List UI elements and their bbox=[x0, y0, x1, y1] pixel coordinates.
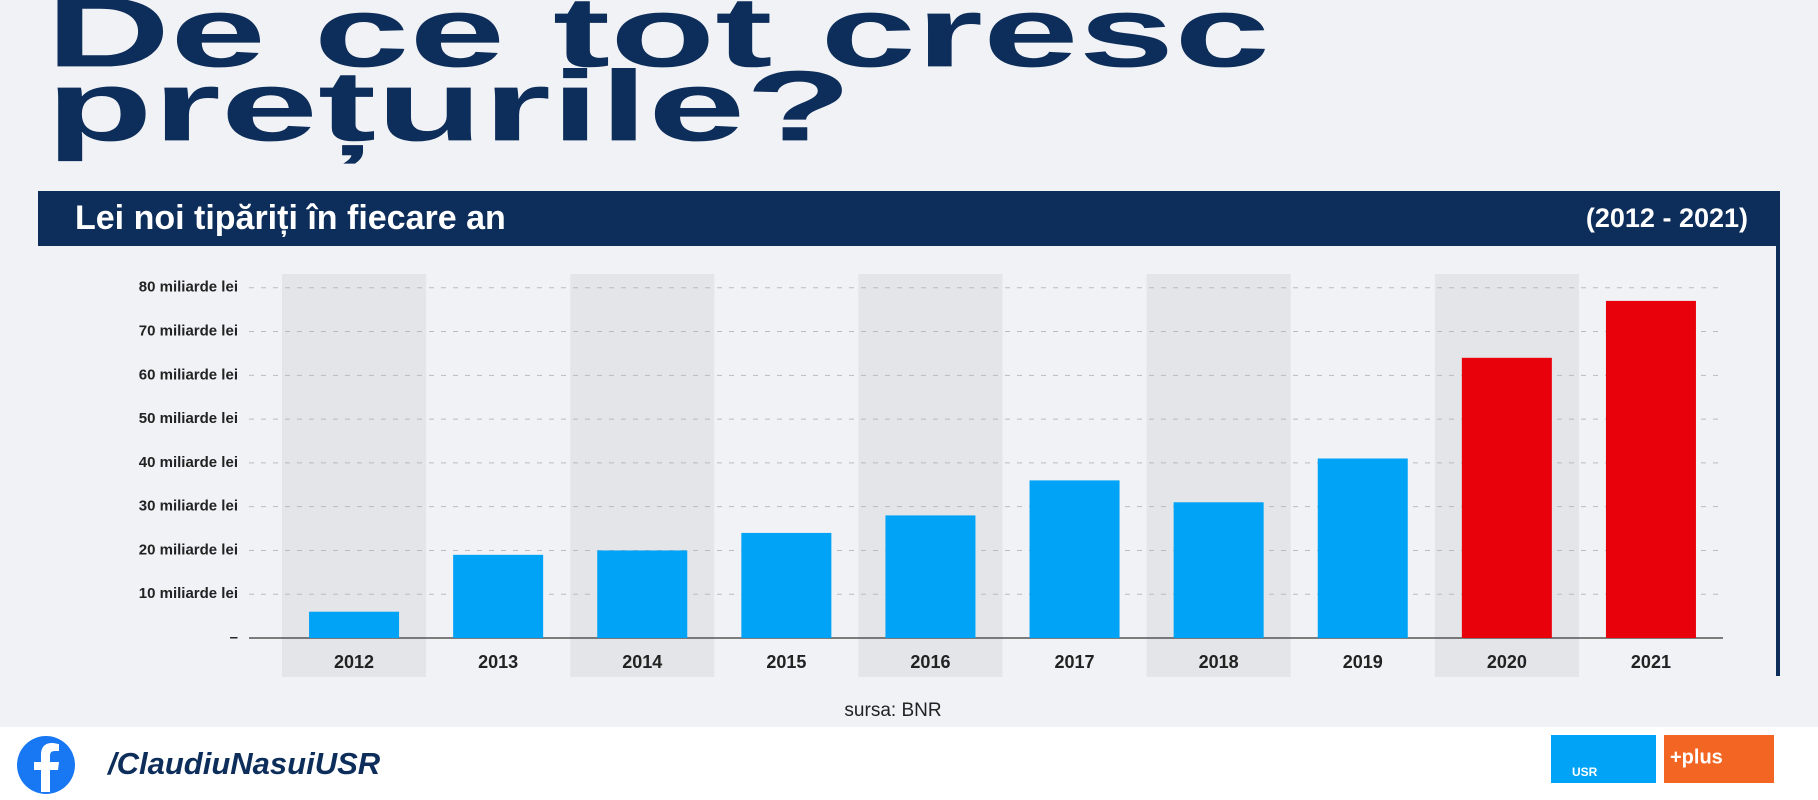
plot: – 10 miliarde lei 20 miliarde lei 30 miliar… bbox=[139, 274, 1723, 677]
y-tick-label: 80 miliarde lei bbox=[139, 279, 238, 296]
social-handle[interactable]: /ClaudiuNasuiUSR bbox=[106, 746, 381, 781]
y-tick-label: 20 miliarde lei bbox=[139, 541, 238, 558]
x-tick-label: 2012 bbox=[334, 652, 374, 672]
footer bbox=[0, 727, 1818, 800]
title-bar bbox=[38, 191, 1780, 246]
bar bbox=[741, 532, 832, 638]
x-tick-label: 2019 bbox=[1343, 652, 1383, 672]
x-tick-label: 2015 bbox=[766, 652, 806, 672]
y-tick-label: 70 miliarde lei bbox=[139, 323, 238, 340]
logo-usr-text: USR bbox=[1572, 765, 1598, 779]
headline: De ce tot cresc bbox=[46, 0, 1270, 88]
x-tick-label: 2020 bbox=[1487, 652, 1527, 672]
y-tick-label: 30 miliarde lei bbox=[139, 498, 238, 515]
bar bbox=[1029, 480, 1120, 638]
logo-plus bbox=[1664, 735, 1774, 783]
x-tick-label: 2013 bbox=[478, 652, 518, 672]
chart-title: Lei noi tipăriți în fiecare an bbox=[75, 199, 506, 237]
bar bbox=[1605, 300, 1696, 638]
x-tick-label: 2017 bbox=[1055, 652, 1095, 672]
x-tick-label: 2014 bbox=[622, 652, 662, 672]
bar bbox=[597, 550, 688, 638]
column-band bbox=[282, 274, 427, 677]
y-tick-label: 40 miliarde lei bbox=[139, 454, 238, 471]
bar bbox=[453, 554, 544, 638]
bar bbox=[1461, 357, 1552, 638]
chart-subtitle: (2012 - 2021) bbox=[1586, 203, 1748, 233]
source: sursa: BNR bbox=[844, 700, 941, 721]
bar bbox=[309, 611, 400, 638]
logo-plus-text: +plus bbox=[1670, 746, 1723, 768]
bar bbox=[885, 515, 976, 638]
y-tick-label: 10 miliarde lei bbox=[139, 585, 238, 602]
x-tick-label: 2018 bbox=[1199, 652, 1239, 672]
y-tick-label: – bbox=[230, 629, 238, 646]
logo-usr bbox=[1551, 735, 1656, 783]
facebook-f bbox=[34, 743, 59, 792]
y-tick-label: 50 miliarde lei bbox=[139, 410, 238, 427]
headline: prețurile? bbox=[46, 50, 852, 164]
y-tick-label: 60 miliarde lei bbox=[139, 366, 238, 383]
x-tick-label: 2021 bbox=[1631, 652, 1671, 672]
bar bbox=[1317, 458, 1408, 638]
x-tick-label: 2016 bbox=[910, 652, 950, 672]
bar bbox=[1173, 502, 1264, 638]
